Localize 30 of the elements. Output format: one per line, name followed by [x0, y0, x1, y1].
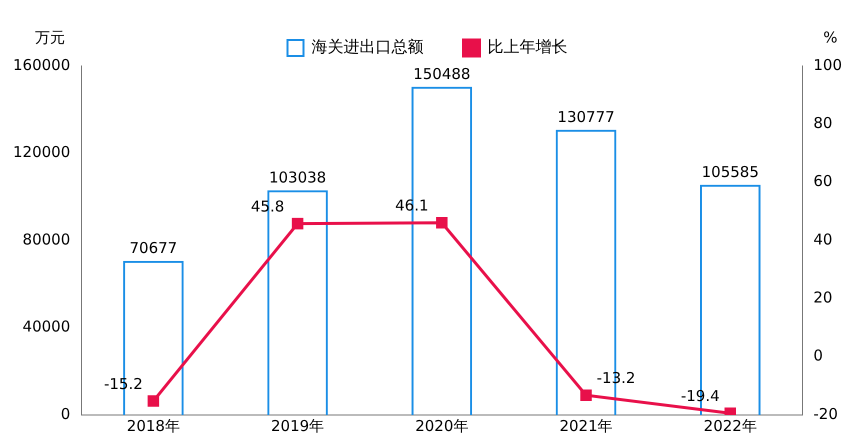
y-tick-label: 160000 — [12, 56, 70, 74]
y2-tick-label: 0 — [813, 346, 823, 365]
y-tick-label: 80000 — [22, 230, 70, 248]
y2-tick-label: 80 — [813, 114, 832, 132]
y2-axis-title: % — [823, 28, 838, 46]
legend-label: 比上年增长 — [488, 37, 568, 56]
y2-tick-label: 60 — [813, 172, 832, 190]
y-tick-label: 120000 — [12, 143, 70, 162]
data-label: 70677 — [130, 239, 178, 258]
point — [436, 217, 448, 228]
legend-label: 海关进出口总额 — [312, 37, 424, 56]
y-tick-label: 40000 — [22, 318, 70, 336]
x-tick-label: 2021年 — [559, 416, 613, 435]
y-axis-title: 万元 — [35, 28, 65, 46]
y-tick-label: 0 — [60, 404, 70, 423]
y2-tick-label: -20 — [813, 404, 838, 423]
x-tick-label: 2019年 — [271, 416, 324, 435]
point — [292, 218, 304, 230]
y2-tick-label: 40 — [813, 230, 832, 248]
x-tick-label: 2022年 — [704, 416, 757, 435]
point — [148, 395, 160, 407]
x-tick-label: 2020年 — [415, 416, 468, 435]
point — [580, 389, 592, 401]
y2-tick-label: 20 — [813, 288, 832, 307]
x-tick-label: 2018年 — [126, 416, 180, 435]
data-label: 103038 — [268, 168, 326, 187]
data-label: 150488 — [413, 65, 470, 84]
data-label: 130777 — [557, 108, 615, 126]
data-label: 105585 — [702, 163, 759, 182]
y2-tick-label: 100 — [813, 56, 842, 74]
